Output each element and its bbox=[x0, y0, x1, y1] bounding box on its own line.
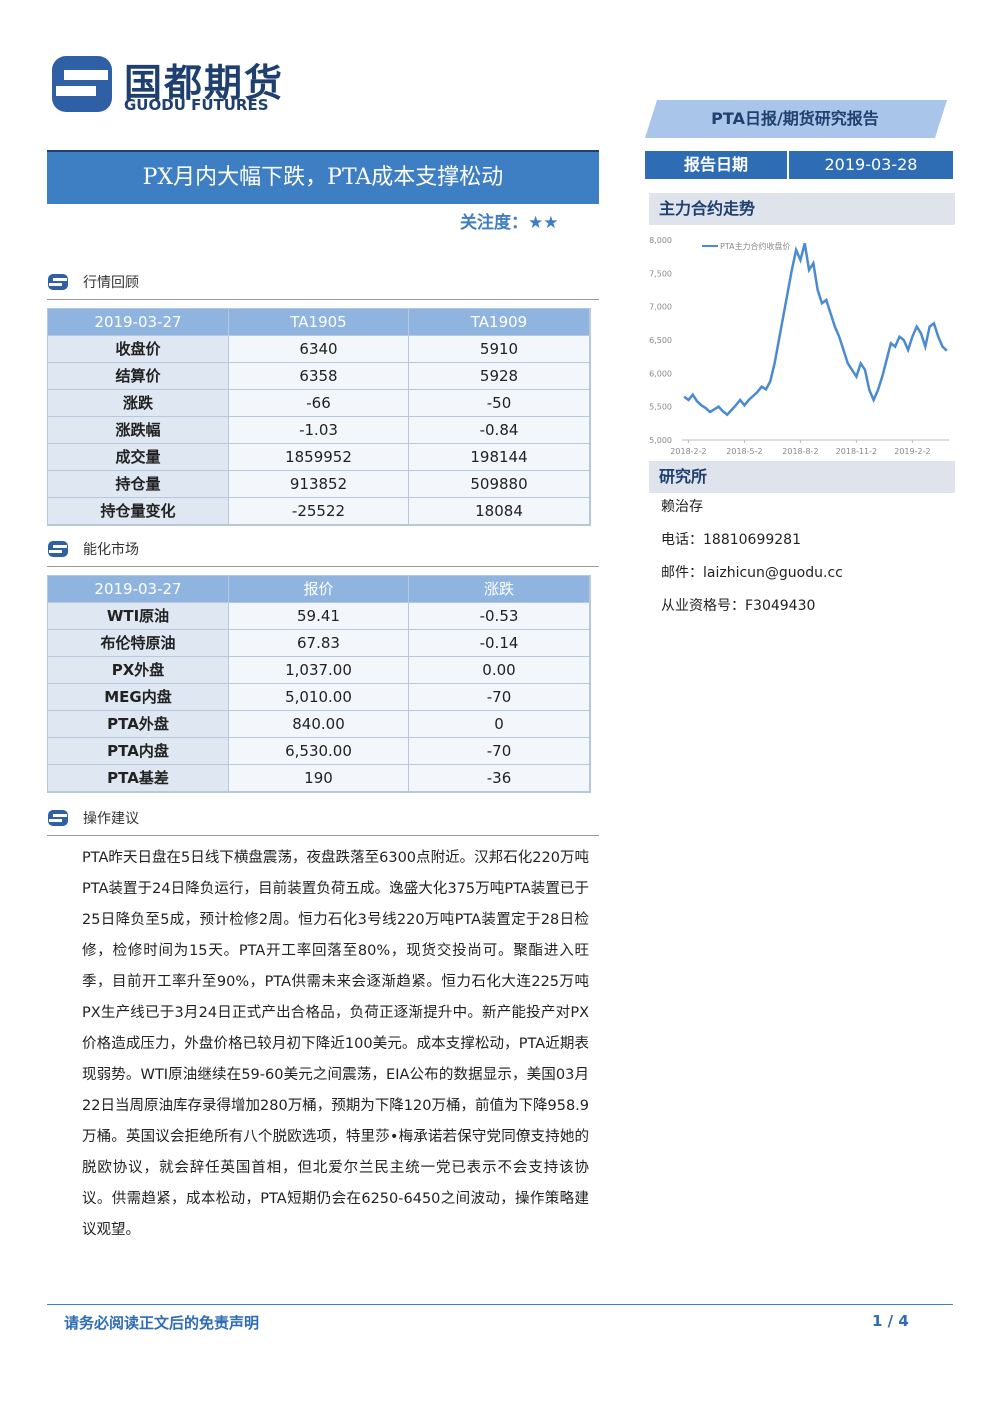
section-icon bbox=[48, 274, 68, 290]
section-rule bbox=[47, 299, 599, 300]
table-cell: 6,530.00 bbox=[229, 738, 409, 765]
section-title: 行情回顾 bbox=[83, 275, 139, 291]
table-header-cell: 2019-03-27 bbox=[48, 309, 229, 336]
chart: 5,000 5,500 6,000 6,500 7,000 7,500 8,000 2018-… bbox=[649, 236, 949, 456]
y-tick-label: 6,000 bbox=[649, 369, 672, 378]
table-cell: 6340 bbox=[229, 336, 409, 363]
section-icon bbox=[48, 541, 68, 557]
logo-cn: 国都期货 bbox=[124, 61, 285, 105]
section-rule bbox=[47, 835, 599, 836]
page-number: 1 / 4 bbox=[872, 1312, 909, 1330]
x-tick-label: 2018-5-2 bbox=[726, 447, 762, 456]
table-cell: 收盘价 bbox=[48, 336, 229, 363]
date-label: 报告日期 bbox=[645, 151, 787, 179]
table-cell: 结算价 bbox=[48, 363, 229, 390]
table-cell: 0 bbox=[409, 711, 590, 738]
table-cell: 5910 bbox=[409, 336, 590, 363]
x-tick-label: 2018-11-2 bbox=[836, 447, 877, 456]
table: 2019-03-27 报价 涨跌 WTI原油 59.41 -0.53 布伦特原油 67.83-… bbox=[47, 575, 591, 793]
research-heading: 研究所 bbox=[649, 461, 955, 493]
report-title: PX月内大幅下跌，PTA成本支撑松动 bbox=[47, 150, 599, 204]
table-cell: -36 bbox=[409, 765, 590, 792]
table-cell: PTA内盘 bbox=[48, 738, 229, 765]
table: 2019-03-27 TA1905 TA1909 收盘价 6340 5910 结算价 6358… bbox=[47, 308, 591, 526]
table-cell: 1,037.00 bbox=[229, 657, 409, 684]
table-cell: 成交量 bbox=[48, 444, 229, 471]
table-cell: 67.83 bbox=[229, 630, 409, 657]
research-info: 赖治存电话：18810699281 邮件：laizhicun@guodu.cc 从业… bbox=[661, 496, 843, 628]
y-tick-label: 7,000 bbox=[649, 303, 672, 312]
table-cell: 913852 bbox=[229, 471, 409, 498]
table-cell: PTA基差 bbox=[48, 765, 229, 792]
y-tick-label: 5,500 bbox=[649, 403, 672, 412]
section-heading: 行情回顾 bbox=[47, 272, 139, 292]
table-cell: 840.00 bbox=[229, 711, 409, 738]
research-line: 从业资格号：F3049430 bbox=[661, 598, 816, 614]
table-cell: -66 bbox=[229, 390, 409, 417]
table-header-cell: TA1909 bbox=[409, 309, 590, 336]
table-header-cell: TA1905 bbox=[229, 309, 409, 336]
table-cell: -0.14 bbox=[409, 630, 590, 657]
x-tick-label: 2019-2-2 bbox=[894, 447, 930, 456]
section-icon bbox=[48, 810, 68, 826]
logo-en: GUODU FUTURES bbox=[124, 96, 269, 114]
disclaimer: 请务必阅读正文后的免责声明 bbox=[64, 1314, 260, 1332]
table-cell: 涨跌 bbox=[48, 390, 229, 417]
table-cell: 5,010.00 bbox=[229, 684, 409, 711]
table-cell: 0.00 bbox=[409, 657, 590, 684]
table-cell: 6358 bbox=[229, 363, 409, 390]
research-line: 赖治存 bbox=[661, 499, 703, 515]
table-header-cell: 2019-03-27 bbox=[48, 576, 229, 603]
table-cell: 布伦特原油 bbox=[48, 630, 229, 657]
table-cell: WTI原油 bbox=[48, 603, 229, 630]
chart-heading: 主力合约走势 bbox=[649, 193, 955, 225]
table-cell: 190 bbox=[229, 765, 409, 792]
y-tick-label: 8,000 bbox=[649, 236, 672, 245]
table-cell: -1.03 bbox=[229, 417, 409, 444]
table-cell: 509880 bbox=[409, 471, 590, 498]
table-cell: -50 bbox=[409, 390, 590, 417]
table-cell: 涨跌幅 bbox=[48, 417, 229, 444]
section-rule bbox=[47, 566, 599, 567]
section-heading: 能化市场 bbox=[47, 539, 139, 559]
table-cell: PX外盘 bbox=[48, 657, 229, 684]
table-cell: 59.41 bbox=[229, 603, 409, 630]
table-cell: 5928 bbox=[409, 363, 590, 390]
y-tick-label: 5,000 bbox=[649, 436, 672, 445]
table-cell: -0.84 bbox=[409, 417, 590, 444]
table-header-cell: 报价 bbox=[229, 576, 409, 603]
table-cell: MEG内盘 bbox=[48, 684, 229, 711]
footer-rule bbox=[47, 1304, 953, 1305]
section-title: 能化市场 bbox=[83, 542, 139, 558]
date-value: 2019-03-28 bbox=[789, 151, 953, 179]
table-cell: 持仓量变化 bbox=[48, 498, 229, 525]
table-cell: 198144 bbox=[409, 444, 590, 471]
logo-icon bbox=[52, 56, 112, 112]
table-cell: -25522 bbox=[229, 498, 409, 525]
research-line: 电话：18810699281 bbox=[661, 532, 801, 548]
legend-label: PTA主力合约收盘价 bbox=[720, 241, 791, 251]
table-cell: PTA外盘 bbox=[48, 711, 229, 738]
x-tick-label: 2018-2-2 bbox=[670, 447, 706, 456]
section-heading: 操作建议 bbox=[47, 808, 139, 828]
table-cell: 持仓量 bbox=[48, 471, 229, 498]
research-line: 邮件：laizhicun@guodu.cc bbox=[661, 565, 843, 581]
advice-text: PTA昨天日盘在5日线下横盘震荡，夜盘跌落至6300点附近。汉邦石化220万吨P… bbox=[82, 850, 589, 1238]
table-cell: -70 bbox=[409, 738, 590, 765]
banner-shape bbox=[645, 100, 947, 138]
y-tick-label: 6,500 bbox=[649, 336, 672, 345]
table-header-cell: 涨跌 bbox=[409, 576, 590, 603]
line-series bbox=[683, 243, 948, 417]
section-title: 操作建议 bbox=[83, 811, 139, 827]
table-cell: -0.53 bbox=[409, 603, 590, 630]
banner: PTA日报/期货研究报告 bbox=[711, 109, 879, 128]
table-cell: -70 bbox=[409, 684, 590, 711]
table-cell: 1859952 bbox=[229, 444, 409, 471]
attention: 关注度：★★ bbox=[460, 213, 559, 233]
table-cell: 18084 bbox=[409, 498, 590, 525]
x-tick-label: 2018-8-2 bbox=[782, 447, 818, 456]
y-tick-label: 7,500 bbox=[649, 269, 672, 278]
